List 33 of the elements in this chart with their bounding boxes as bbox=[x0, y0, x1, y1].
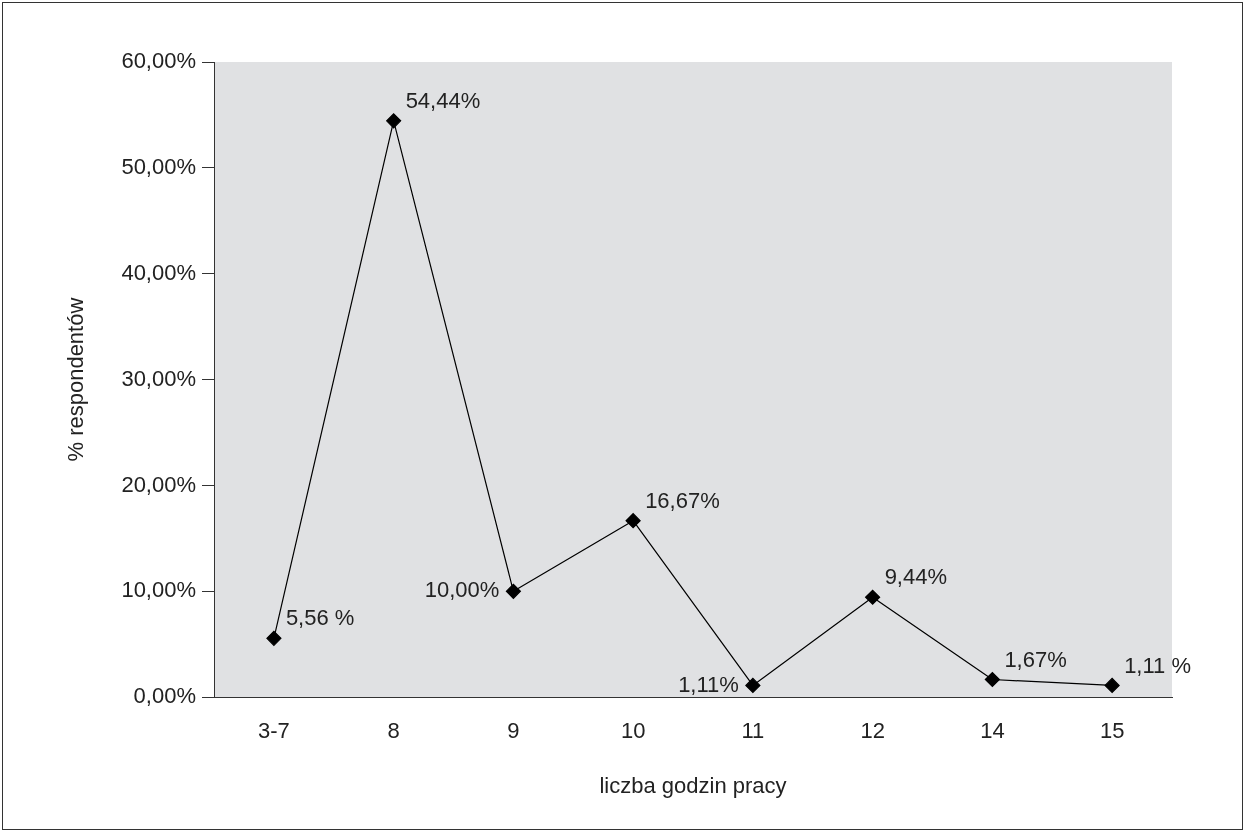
point bbox=[386, 113, 402, 129]
data-label: 9,44% bbox=[884, 564, 948, 590]
x-axis-title: liczba godzin pracy bbox=[599, 772, 787, 798]
x-tick-label: 9 bbox=[507, 718, 520, 744]
y-tick-label: 10,00% bbox=[121, 577, 197, 603]
point bbox=[1104, 677, 1120, 694]
y-tick-label: 60,00% bbox=[121, 48, 197, 74]
point bbox=[505, 583, 521, 599]
x-tick-label: 10 bbox=[620, 718, 646, 744]
y-tick-label: 0,00% bbox=[133, 683, 197, 709]
x-tick-label: 8 bbox=[387, 718, 400, 744]
y-axis-title: % respondentów bbox=[63, 297, 89, 462]
point bbox=[266, 630, 282, 646]
y-tick-label: 50,00% bbox=[121, 153, 197, 179]
data-label: 5,56 % bbox=[285, 605, 355, 631]
data-label: 10,00% bbox=[424, 577, 500, 603]
y-tick-label: 40,00% bbox=[121, 259, 197, 285]
data-label: 1,11 % bbox=[1124, 652, 1191, 678]
data-label: 1,67% bbox=[1004, 646, 1067, 672]
x-tick-label: 15 bbox=[1099, 718, 1125, 744]
data-label: 54,44% bbox=[405, 87, 481, 113]
data-label: 16,67% bbox=[645, 487, 720, 513]
point bbox=[984, 671, 1000, 688]
point bbox=[745, 677, 761, 694]
point bbox=[865, 589, 881, 605]
x-tick-label: 12 bbox=[860, 718, 885, 744]
x-tick-label: 14 bbox=[980, 718, 1005, 744]
y-tick-label: 20,00% bbox=[121, 471, 197, 497]
x-tick-label: 11 bbox=[741, 718, 765, 744]
point bbox=[625, 513, 641, 529]
x-tick-label: 3-7 bbox=[257, 718, 290, 744]
data-label: 1,11% bbox=[678, 671, 739, 697]
y-tick-label: 30,00% bbox=[121, 365, 197, 391]
